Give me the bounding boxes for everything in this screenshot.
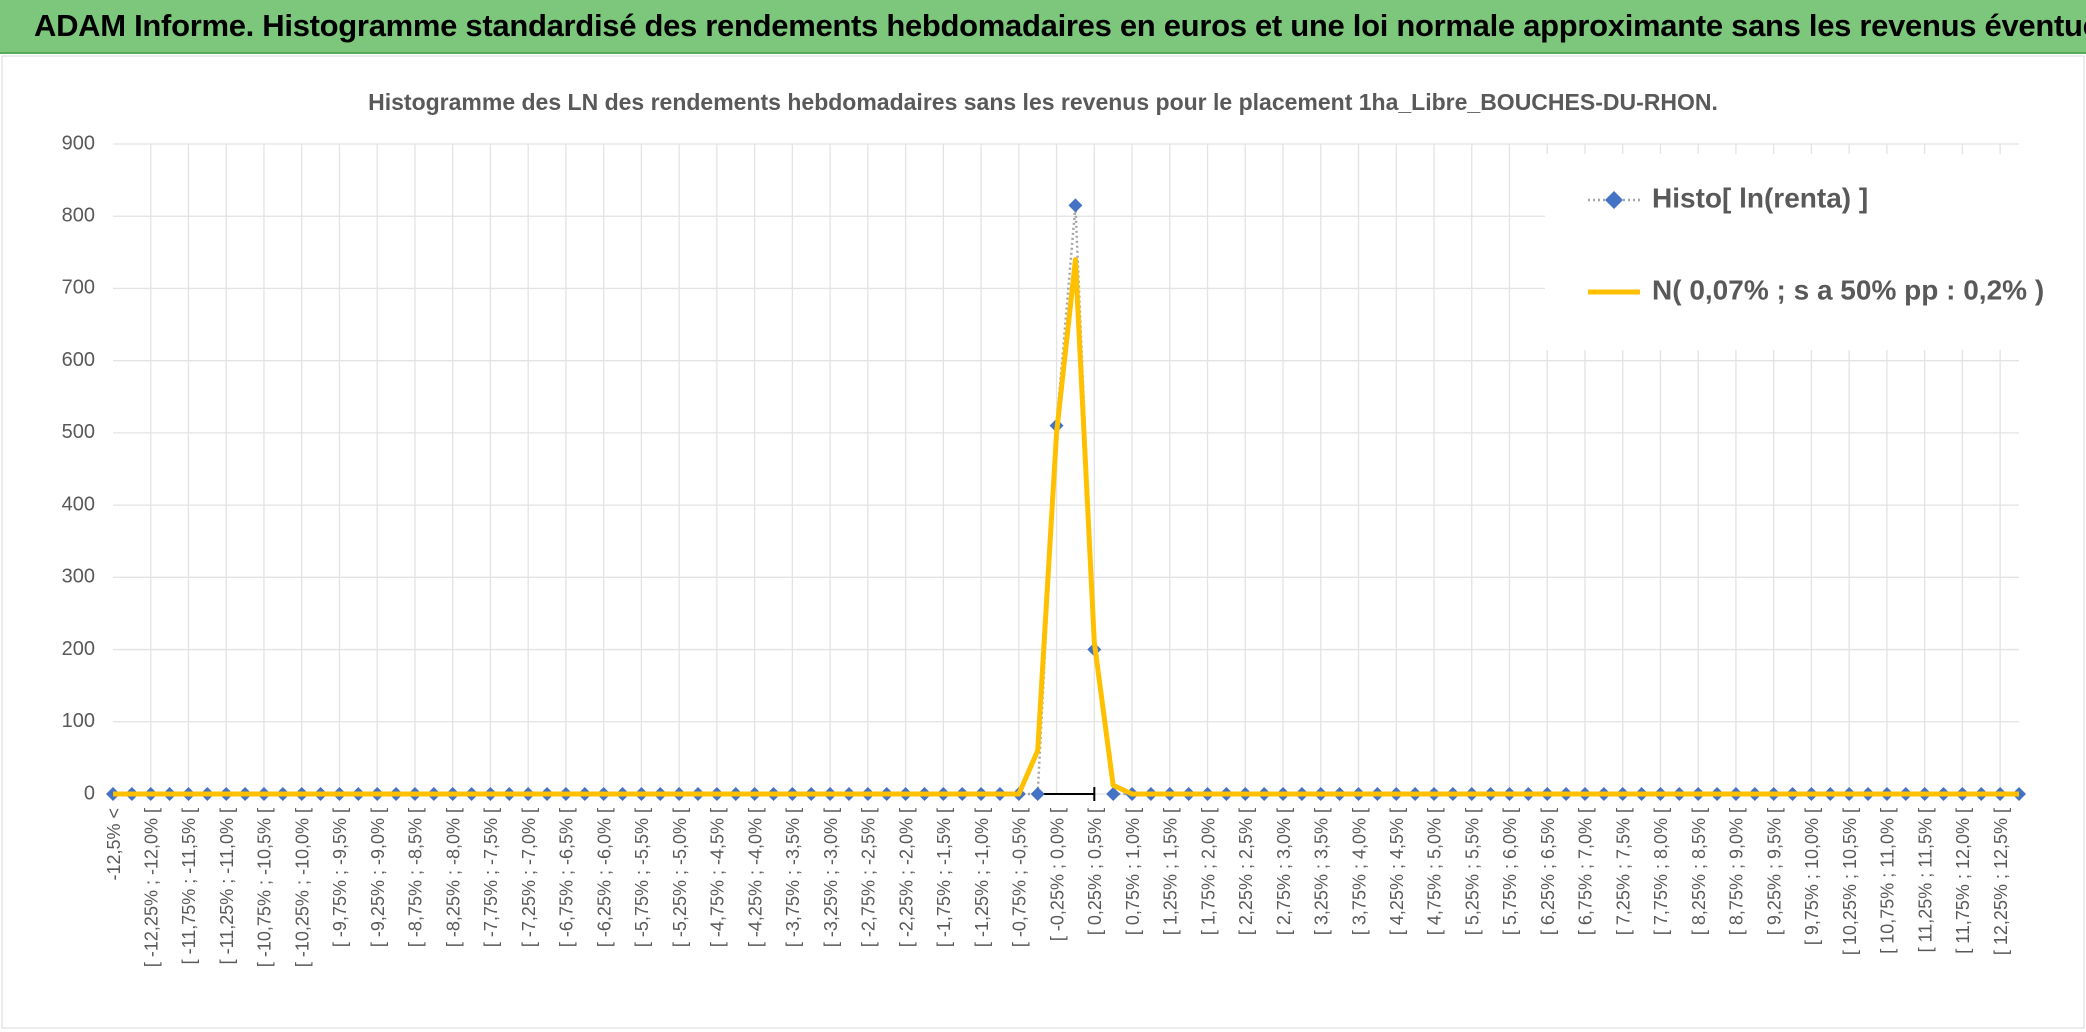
x-tick-label: [ 0,75% ; 1,0% [ [1123,808,1143,935]
x-tick-label: [ 12,25% ; 12,5% [ [1991,808,2011,955]
x-tick-label: [ 4,75% ; 5,0% [ [1425,808,1445,935]
y-tick-label: 100 [62,710,95,732]
y-tick-label: 600 [62,349,95,371]
x-tick-label: [ 3,25% ; 3,5% [ [1312,808,1332,935]
x-tick-label: [ 8,75% ; 9,0% [ [1727,808,1747,935]
header-bar: ADAM Informe. Histogramme standardisé de… [0,0,2086,54]
x-tick-label: [ -3,75% ; -3,5% [ [783,808,803,947]
y-tick-label: 700 [62,277,95,299]
x-tick-label: [ -8,25% ; -8,0% [ [443,808,463,947]
x-tick-label: [ -9,25% ; -9,0% [ [368,808,388,947]
x-tick-label: [ -1,75% ; -1,5% [ [934,808,954,947]
header-title: ADAM Informe. Histogramme standardisé de… [34,8,2086,43]
y-tick-label: 800 [62,205,95,227]
x-tick-label: [ 1,75% ; 2,0% [ [1198,808,1218,935]
chart-title: Histogramme des LN des rendements hebdom… [368,89,1718,115]
x-tick-label: [ 2,25% ; 2,5% [ [1236,808,1256,935]
x-tick-label: [ 9,75% ; 10,0% [ [1802,808,1822,945]
chart: Histogramme des LN des rendements hebdom… [1,55,2085,1029]
x-tick-label: [ 11,25% ; 11,5% [ [1915,808,1935,952]
y-tick-label: 900 [62,132,95,154]
x-tick-label: [ 8,25% ; 8,5% [ [1689,808,1709,935]
x-tick-label: [ -8,75% ; -8,5% [ [406,808,426,947]
x-tick-label: [ -7,25% ; -7,0% [ [519,808,539,947]
legend-marker [1605,191,1623,209]
data-point [1030,787,1045,801]
x-tick-label: [ -11,75% ; -11,5% [ [179,808,199,964]
x-tick-label: [ -3,25% ; -3,0% [ [821,808,841,947]
x-tick-label: [ 4,25% ; 4,5% [ [1387,808,1407,935]
x-tick-label: [ -0,25% ; 0,0% [ [1047,808,1067,941]
x-tick-label: [ -11,25% ; -11,0% [ [217,808,237,964]
x-tick-label: [ 1,25% ; 1,5% [ [1161,808,1181,935]
series-line [113,257,2019,797]
y-tick-label: 400 [62,493,95,515]
x-tick-label: [ -9,75% ; -9,5% [ [330,808,350,947]
x-tick-label: [ 2,75% ; 3,0% [ [1274,808,1294,935]
x-tick-label: [ -6,75% ; -6,5% [ [557,808,577,947]
x-tick-label: [ 0,25% ; 0,5% [ [1085,808,1105,935]
x-tick-label: [ -5,25% ; -5,0% [ [670,808,690,947]
data-point [1106,787,1121,801]
x-tick-label: [ -6,25% ; -6,0% [ [594,808,614,947]
x-tick-label: [ -10,25% ; -10,0% [ [292,808,312,967]
x-tick-label: [ 7,25% ; 7,5% [ [1613,808,1633,935]
x-tick-label: [ 5,25% ; 5,5% [ [1462,808,1482,935]
legend-label: N( 0,07% ; s a 50% pp : 0,2% ) [1652,274,2044,305]
x-tick-label: [ -1,25% ; -1,0% [ [972,808,992,947]
x-tick-label: [ -2,25% ; -2,0% [ [896,808,916,947]
x-tick-label: [ 7,75% ; 8,0% [ [1651,808,1671,935]
x-tick-label: [ 6,75% ; 7,0% [ [1576,808,1596,935]
y-tick-label: 200 [62,638,95,660]
data-point [1068,198,1083,213]
x-tick-label: [ 5,75% ; 6,0% [ [1500,808,1520,935]
x-tick-label: [ -10,75% ; -10,5% [ [255,808,275,967]
x-tick-label: [ 11,75% ; 12,0% [ [1953,808,1973,954]
x-tick-label: [ -4,25% ; -4,0% [ [745,808,765,947]
y-tick-label: 0 [84,782,95,804]
x-tick-label: [ -5,75% ; -5,5% [ [632,808,652,947]
x-tick-label: [ -12,25% ; -12,0% [ [141,808,161,967]
x-tick-label: [ -7,75% ; -7,5% [ [481,808,501,947]
x-tick-label: [ -4,75% ; -4,5% [ [708,808,728,947]
x-tick-label: -12,5% < [104,808,124,881]
x-tick-label: [ 3,75% ; 4,0% [ [1349,808,1369,935]
x-tick-label: [ 10,75% ; 11,0% [ [1878,808,1898,954]
x-tick-label: [ 10,25% ; 10,5% [ [1840,808,1860,955]
legend-label: Histo[ ln(renta) ] [1652,182,1868,213]
x-tick-label: [ 6,25% ; 6,5% [ [1538,808,1558,935]
x-tick-label: [ -0,75% ; -0,5% [ [1010,808,1030,947]
legend-box [1545,154,2020,350]
x-tick-label: [ -2,75% ; -2,5% [ [859,808,879,947]
y-tick-label: 500 [62,421,95,443]
y-tick-label: 300 [62,566,95,588]
x-tick-label: [ 9,25% ; 9,5% [ [1764,808,1784,935]
